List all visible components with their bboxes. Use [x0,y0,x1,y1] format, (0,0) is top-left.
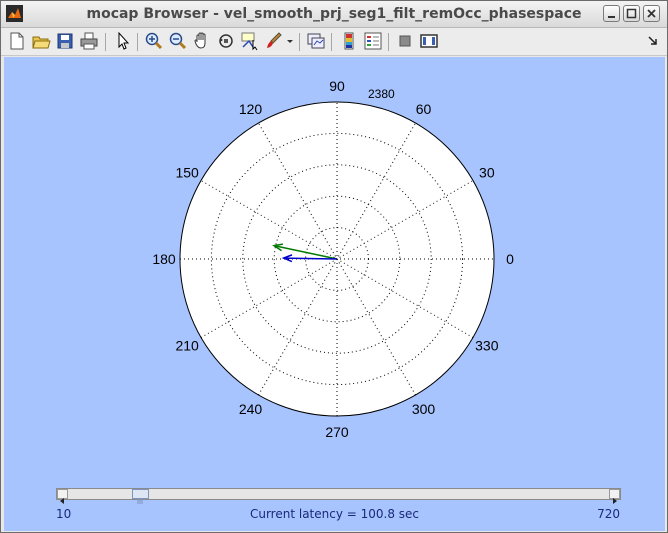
dock-figure-button[interactable] [645,31,661,51]
velocity-vector [283,257,338,260]
slider-thumb[interactable] [131,489,149,504]
toolbar-separator [331,33,332,51]
data-cursor-button[interactable] [240,31,260,51]
velocity-vector [273,244,338,260]
slider-left-arrow[interactable] [57,489,68,504]
polar-angle-label: 270 [325,424,349,440]
title-bar[interactable]: mocap Browser - vel_smooth_prj_seg1_filt… [1,1,667,28]
zoom-out-icon [169,32,187,50]
slider-right-arrow[interactable] [609,489,620,504]
dropdown-arrow-icon [287,40,293,43]
toolbar-separator [137,33,138,51]
brush-icon [267,32,282,48]
velocity-vector-arrowhead [281,254,293,263]
open-file-button[interactable] [31,31,51,51]
polar-angle-label: 90 [329,78,345,94]
print-button[interactable] [79,31,99,51]
polar-grid-ring [210,132,464,386]
rotate-3d-button[interactable] [216,31,236,51]
minimize-button[interactable] [603,5,620,22]
figure-toolbar [1,28,667,56]
polar-angle-label: 210 [175,338,199,354]
data-cursor-icon [241,32,258,51]
polar-angle-label: 330 [475,338,499,354]
arrow-left-icon [60,498,64,504]
window-title: mocap Browser - vel_smooth_prj_seg1_filt… [86,6,582,22]
insert-colorbar-button[interactable] [339,31,359,51]
maximize-icon [626,8,637,19]
brush-button[interactable] [264,31,284,51]
maximize-button[interactable] [623,5,640,22]
new-figure-button[interactable] [7,31,27,51]
insert-legend-button[interactable] [363,31,383,51]
print-icon [80,32,98,50]
show-plot-tools-icon [420,34,438,48]
open-folder-icon [32,36,51,49]
slider-min-label: 10 [56,507,72,521]
edit-plot-button[interactable] [113,31,133,51]
velocity-vector-arrowhead [272,243,284,252]
frame-number-label: 2380 [368,87,395,101]
grip-icon [137,499,143,504]
minimize-icon [608,16,615,18]
toolbar-separator [388,33,389,51]
polar-angle-label: 300 [412,401,436,417]
polar-grid-spoke [258,122,416,396]
toolbar-separator [105,33,106,51]
dock-icon [648,36,657,45]
slider-max-label: 720 [597,507,620,521]
save-button[interactable] [55,31,75,51]
latency-status: Current latency = 100.8 sec [249,507,420,521]
zoom-in-button[interactable] [144,31,164,51]
matlab-logo-icon [6,5,23,22]
polar-angle-label: 150 [175,165,199,181]
polar-angle-label: 180 [152,251,176,267]
legend-icon [364,32,382,50]
close-icon [647,9,656,18]
arrow-right-icon [613,498,617,504]
zoom-out-button[interactable] [168,31,188,51]
polar-angle-label: 0 [506,251,514,267]
toolbar-separator [299,33,300,51]
figure-canvas: 0 30 60 90 120 150 180 210 240 270 300 330 2380 10 … [4,57,665,531]
colorbar-icon [344,32,354,50]
pointer-icon [118,31,130,50]
zoom-in-icon [145,32,163,50]
polar-plot[interactable]: 0 30 60 90 120 150 180 210 240 270 300 330 2380 [4,57,665,531]
brush-options-dropdown[interactable] [284,31,296,51]
hide-plot-tools-icon [399,35,411,47]
frame-slider[interactable] [56,488,621,504]
polar-grid-spoke [258,122,416,396]
rotate-3d-icon [219,34,233,48]
polar-angle-label: 60 [416,101,432,117]
link-plot-button[interactable] [306,31,326,51]
show-plot-tools-button[interactable] [419,31,439,51]
link-plot-icon [307,33,325,49]
close-button[interactable] [643,5,660,22]
polar-grid-ring [273,195,401,323]
polar-angle-label: 30 [479,165,495,181]
polar-grid-ring [242,164,432,354]
pan-button[interactable] [192,31,212,51]
new-file-icon [10,32,24,50]
pan-hand-icon [194,32,206,49]
polar-angle-label: 120 [239,101,263,117]
save-icon [57,33,73,49]
hide-plot-tools-button[interactable] [395,31,415,51]
polar-angle-label: 240 [239,401,263,417]
